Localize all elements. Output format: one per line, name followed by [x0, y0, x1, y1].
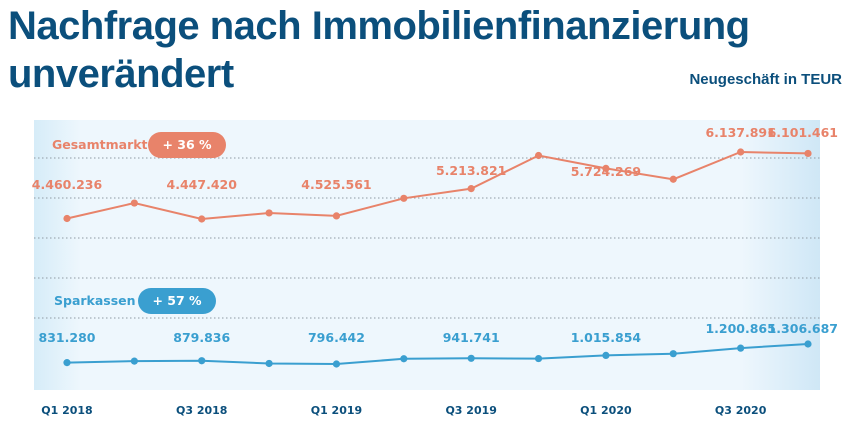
x-tick-11: Q3 2020 — [715, 404, 767, 417]
point-sparkassen-6 — [400, 355, 408, 363]
series-name-sparkassen: Sparkassen — [54, 293, 136, 308]
point-gesamtmarkt-11 — [737, 148, 745, 156]
series-layer: Gesamtmarkt + 36 % 4.460.236 4.447.420 4.525… — [32, 125, 838, 368]
badge-gesamtmarkt — [148, 132, 226, 158]
point-gesamtmarkt-3 — [198, 215, 206, 223]
data-label-gesamtmarkt-3: 4.447.420 — [167, 177, 238, 192]
line-gesamtmarkt — [66, 150, 809, 221]
point-gesamtmarkt-7 — [467, 185, 475, 193]
data-label-sparkassen-9: 1.015.854 — [571, 330, 642, 345]
x-tick-1: Q1 2018 — [41, 404, 92, 417]
data-label-sparkassen-12: 1.306.687 — [768, 321, 838, 336]
point-gesamtmarkt-5 — [332, 212, 341, 220]
data-label-gesamtmarkt-1: 4.460.236 — [32, 177, 103, 192]
data-label-gesamtmarkt-7: 5.213.821 — [436, 163, 506, 178]
point-gesamtmarkt-9 — [602, 164, 610, 172]
series-gesamtmarkt: Gesamtmarkt + 36 % 4.460.236 4.447.420 4.525… — [32, 125, 838, 223]
point-sparkassen-10 — [669, 350, 677, 358]
series-sparkassen: Sparkassen + 57 % 831.280 879.836 796.442 941… — [39, 288, 838, 368]
x-tick-5: Q1 2019 — [311, 404, 362, 417]
point-gesamtmarkt-12 — [804, 149, 812, 158]
point-gesamtmarkt-10 — [669, 175, 677, 183]
point-sparkassen-9 — [602, 351, 610, 359]
badge-text-gesamtmarkt: + 36 % — [162, 137, 212, 152]
chart-title: Nachfrage nach Immobilienfinanzierung un… — [8, 2, 750, 98]
data-label-sparkassen-11: 1.200.865 — [705, 321, 775, 336]
badge-sparkassen — [138, 288, 216, 314]
point-gesamtmarkt-1 — [63, 214, 71, 223]
grid-lines — [34, 157, 820, 319]
badge-text-sparkassen: + 57 % — [152, 293, 202, 308]
series-name-gesamtmarkt: Gesamtmarkt — [52, 137, 148, 152]
x-tick-9: Q1 2020 — [580, 404, 632, 417]
point-gesamtmarkt-2 — [130, 199, 138, 207]
x-tick-3: Q3 2018 — [176, 404, 227, 417]
point-sparkassen-3 — [198, 357, 206, 365]
data-label-gesamtmarkt-9: 5.724.269 — [571, 164, 641, 179]
line-sparkassen — [66, 343, 809, 366]
point-sparkassen-7 — [467, 354, 475, 362]
point-gesamtmarkt-4 — [265, 209, 273, 217]
point-sparkassen-4 — [265, 359, 273, 368]
data-label-sparkassen-3: 879.836 — [173, 330, 230, 345]
x-tick-7: Q3 2019 — [445, 404, 496, 417]
data-label-gesamtmarkt-5: 4.525.561 — [301, 177, 371, 192]
point-sparkassen-1 — [63, 359, 71, 367]
data-label-sparkassen-7: 941.741 — [443, 330, 500, 345]
chart-title-line2: unverändert — [8, 52, 234, 96]
chart-title-line1: Nachfrage nach Immobilienfinanzierung — [8, 4, 750, 48]
point-sparkassen-8 — [534, 354, 543, 363]
point-gesamtmarkt-6 — [400, 194, 408, 202]
data-label-sparkassen-1: 831.280 — [39, 330, 96, 345]
data-label-gesamtmarkt-12: 6.101.461 — [768, 125, 838, 140]
plot-panel — [34, 120, 820, 390]
point-sparkassen-12 — [804, 340, 812, 348]
data-label-gesamtmarkt-11: 6.137.891 — [705, 125, 775, 140]
point-gesamtmarkt-8 — [534, 151, 543, 160]
data-label-sparkassen-5: 796.442 — [308, 330, 365, 345]
unit-note: Neugeschäft in TEUR — [689, 71, 842, 88]
x-tick-labels: Q1 2018 Q3 2018 Q1 2019 Q3 2019 Q1 2020 Q3 20… — [41, 404, 766, 417]
point-sparkassen-5 — [332, 360, 341, 368]
point-sparkassen-2 — [130, 357, 138, 365]
point-sparkassen-11 — [737, 344, 745, 352]
